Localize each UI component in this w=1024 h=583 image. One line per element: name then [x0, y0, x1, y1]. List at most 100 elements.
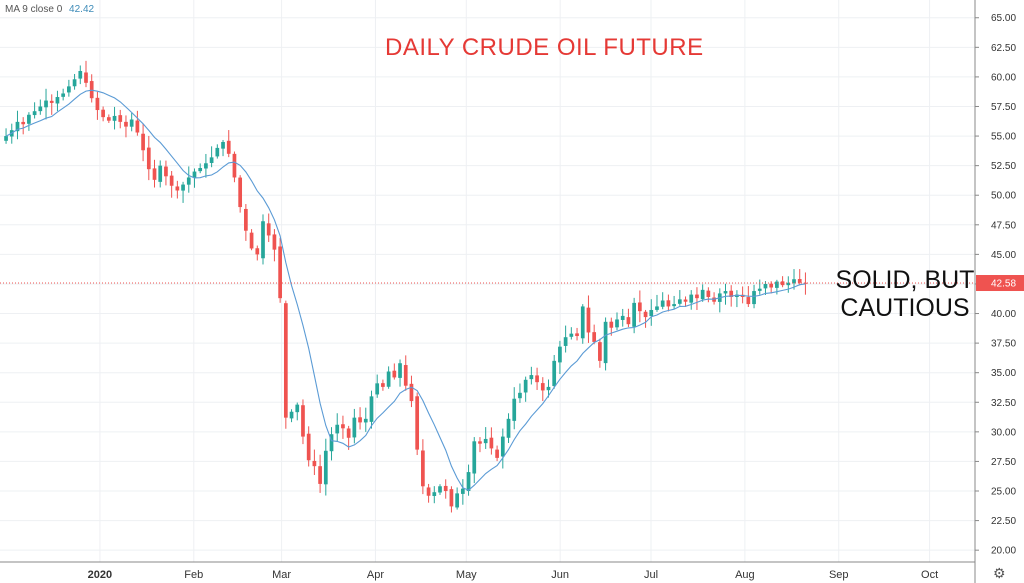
- candle-body: [797, 279, 802, 283]
- candle-body: [106, 117, 111, 121]
- candle-body: [164, 166, 168, 177]
- candle-body: [124, 121, 128, 127]
- candle-body: [129, 119, 134, 127]
- candle-body: [626, 317, 631, 325]
- y-tick-label: 65.00: [991, 13, 1016, 24]
- y-tick-label: 37.50: [991, 339, 1016, 350]
- candle-body: [421, 450, 425, 487]
- settings-gear-icon[interactable]: ⚙: [993, 565, 1006, 581]
- candle-body: [632, 302, 636, 327]
- candle-body: [592, 332, 597, 342]
- candle-body: [4, 136, 8, 141]
- candle-body: [757, 288, 762, 291]
- indicator-legend[interactable]: MA 9 close 0 42.42: [5, 4, 94, 15]
- candle-body: [44, 100, 48, 108]
- candle-body: [683, 299, 688, 302]
- candle-body: [695, 294, 699, 299]
- candle-body: [192, 171, 197, 178]
- candle-body: [146, 147, 151, 170]
- candle-body: [204, 163, 208, 169]
- x-tick-label: Feb: [184, 569, 203, 581]
- y-tick-label: 30.00: [991, 427, 1016, 438]
- candle-body: [763, 283, 768, 289]
- candle-body: [558, 346, 562, 363]
- candle-body: [186, 177, 191, 185]
- current-price-line: 42.58: [0, 275, 1024, 292]
- candle-body: [535, 375, 539, 383]
- x-tick-label: Jul: [644, 569, 658, 581]
- candle-body: [426, 487, 431, 496]
- candle-body: [512, 398, 517, 421]
- candle-body: [306, 433, 311, 461]
- y-tick-label: 47.50: [991, 220, 1016, 231]
- x-axis: 2020 Feb Mar Apr May Jun Jul Aug Sep Oct: [0, 561, 975, 581]
- x-tick-label: Aug: [735, 569, 755, 581]
- x-tick-label: Oct: [921, 569, 938, 581]
- candle-body: [346, 428, 351, 438]
- candle-body: [335, 424, 340, 434]
- candle-body: [15, 121, 20, 132]
- candle-body: [78, 70, 83, 79]
- chart-title: DAILY CRUDE OIL FUTURE: [385, 34, 704, 61]
- candle-body: [603, 321, 608, 364]
- candle-body: [318, 466, 322, 484]
- y-tick-label: 40.00: [991, 309, 1016, 320]
- candle-body: [112, 115, 117, 121]
- candle-body: [289, 411, 294, 419]
- candle-body: [386, 371, 391, 387]
- candle-body: [615, 319, 619, 328]
- candle-body: [381, 383, 385, 387]
- candle-body: [540, 383, 545, 391]
- y-tick-label: 60.00: [991, 72, 1016, 83]
- candle-body: [803, 282, 808, 284]
- candle-body: [598, 342, 602, 361]
- y-tick-label: 20.00: [991, 546, 1016, 557]
- candle-body: [649, 309, 654, 317]
- candle-body: [49, 100, 54, 103]
- candle-body: [563, 337, 568, 346]
- candle-body: [375, 383, 380, 395]
- candle-body: [700, 289, 705, 300]
- candle-body: [272, 234, 277, 250]
- candle-body: [141, 133, 145, 151]
- x-tick-label: Jun: [551, 569, 569, 581]
- candle-body: [169, 175, 174, 186]
- candle-body: [666, 300, 671, 307]
- candle-body: [363, 418, 368, 423]
- indicator-label: MA 9 close 0: [5, 4, 63, 15]
- candle-body: [255, 248, 260, 255]
- candle-body: [283, 303, 288, 418]
- candle-body: [135, 120, 140, 133]
- x-tick-label: 2020: [88, 569, 112, 581]
- candle-body: [358, 417, 362, 423]
- candle-body: [643, 311, 648, 318]
- candle-body: [792, 279, 796, 284]
- y-tick-label: 25.00: [991, 487, 1016, 498]
- chart-grid: [0, 0, 975, 562]
- candle-body: [21, 121, 26, 125]
- candle-body: [746, 297, 751, 305]
- candle-body: [786, 282, 791, 286]
- annotation-line-1: SOLID, BUT: [835, 266, 975, 294]
- candle-body: [403, 365, 408, 386]
- candle-body: [341, 424, 345, 429]
- candle-body: [409, 383, 414, 402]
- candle-body: [261, 221, 265, 259]
- candle-body: [689, 294, 694, 303]
- candle-body: [72, 79, 77, 87]
- candle-body: [483, 438, 488, 444]
- y-tick-label: 62.50: [991, 43, 1016, 54]
- candle-body: [775, 281, 779, 288]
- candle-body: [158, 165, 163, 182]
- candle-body: [472, 441, 477, 474]
- candle-body: [329, 434, 334, 452]
- candle-body: [478, 441, 482, 444]
- candle-body: [529, 375, 534, 380]
- price-tag-label: 42.58: [991, 279, 1016, 290]
- candle-body: [221, 141, 225, 149]
- candle-body: [55, 97, 60, 104]
- x-tick-label: Mar: [272, 569, 291, 581]
- y-tick-label: 32.50: [991, 398, 1016, 409]
- candle-body: [637, 302, 642, 312]
